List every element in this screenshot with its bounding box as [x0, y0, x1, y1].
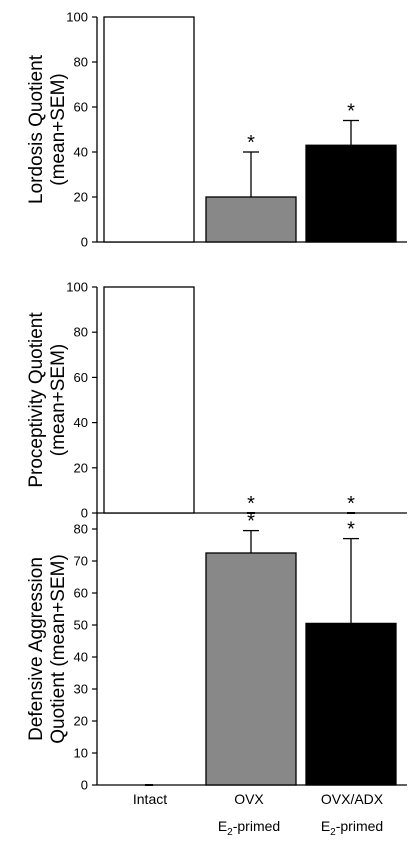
y-tick-label-1-100: 100	[66, 10, 88, 25]
x-label-ovx-line1: OVX	[234, 791, 264, 807]
y-axis-label-3: Defensive AggressionQuotient (mean+SEM)	[26, 554, 69, 744]
y-tick-label-3-80: 80	[74, 522, 88, 537]
y-tick-label-1-20: 20	[74, 190, 88, 205]
bar-1-1	[103, 16, 195, 243]
bar-3-2	[205, 552, 297, 786]
bar-3-3	[305, 622, 397, 786]
bar-2-1	[103, 286, 195, 514]
y-tick-label-3-0: 0	[81, 778, 88, 793]
significance-marker-3-2: *	[247, 511, 255, 533]
x-label-ovx-line2: E2-primed	[218, 818, 280, 838]
y-tick-label-3-60: 60	[74, 586, 88, 601]
significance-marker-2-2: *	[247, 493, 255, 515]
y-axis-label-line-2: (mean+SEM)	[48, 344, 69, 456]
x-label-ovxadx-e: E	[321, 818, 330, 834]
y-tick-label-2-0: 0	[81, 506, 88, 521]
panel-1: 0 20 40 60 80 100 Lordosis Quotient(mean+SEM) *…	[26, 10, 407, 250]
y-tick-label-3-50: 50	[74, 618, 88, 633]
y-axis-label-line-1: Proceptivity Quotient	[26, 312, 47, 488]
significance-marker-3-3: *	[347, 519, 355, 541]
y-axis-label-2: Proceptivity Quotient(mean+SEM)	[26, 312, 69, 488]
x-label-ovxadx-line2: E2-primed	[321, 818, 383, 838]
y-tick-label-3-70: 70	[74, 554, 88, 569]
bar-1-2	[205, 196, 297, 243]
y-tick-label-1-60: 60	[74, 100, 88, 115]
x-label-intact-line1: Intact	[133, 791, 167, 807]
y-tick-label-2-40: 40	[74, 415, 88, 430]
y-tick-label-1-40: 40	[74, 145, 88, 160]
y-axis-label-line-1: Defensive Aggression	[26, 557, 47, 741]
x-label-ovxadx-sub: 2	[330, 827, 336, 838]
y-tick-label-2-100: 100	[66, 280, 88, 295]
panel-3: 0 10 20 30 40 50 60 70 80 Defensive AggressionQuo…	[26, 511, 407, 793]
x-label-ovxadx-line1: OVX/ADX	[321, 791, 384, 807]
significance-marker-1-3: *	[347, 101, 355, 123]
y-tick-label-2-80: 80	[74, 325, 88, 340]
y-axis-label-line-1: Lordosis Quotient	[26, 54, 47, 204]
y-axis-label-1: Lordosis Quotient(mean+SEM)	[26, 54, 69, 204]
y-tick-label-3-30: 30	[74, 682, 88, 697]
y-tick-label-3-20: 20	[74, 714, 88, 729]
significance-marker-2-3: *	[347, 493, 355, 515]
x-label-ovx-rest: -primed	[233, 818, 280, 834]
y-tick-label-2-60: 60	[74, 370, 88, 385]
y-axis-label-line-2: (mean+SEM)	[48, 73, 69, 185]
x-label-ovx-e: E	[218, 818, 227, 834]
panel-2: 0 20 40 60 80 100 Proceptivity Quotient(mean+S…	[26, 280, 407, 521]
x-category-labels: Intact OVX E2-primed OVX/ADX E2-primed	[133, 791, 384, 838]
x-label-ovxadx-rest: -primed	[336, 818, 383, 834]
y-tick-label-2-20: 20	[74, 460, 88, 475]
bar-1-3	[305, 144, 397, 243]
y-tick-label-1-80: 80	[74, 55, 88, 70]
y-tick-label-3-40: 40	[74, 650, 88, 665]
y-tick-label-3-10: 10	[74, 746, 88, 761]
y-axis-label-line-2: Quotient (mean+SEM)	[48, 554, 69, 744]
x-label-ovx-sub: 2	[227, 827, 233, 838]
y-tick-label-1-0: 0	[81, 235, 88, 250]
significance-marker-1-2: *	[247, 132, 255, 154]
